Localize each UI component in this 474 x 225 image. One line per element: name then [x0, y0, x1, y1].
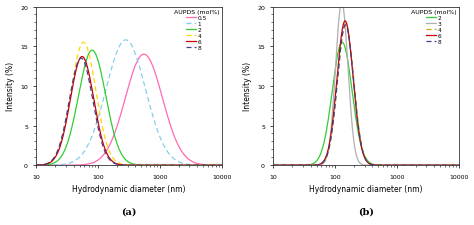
X-axis label: Hydrodynamic diameter (nm): Hydrodynamic diameter (nm)	[73, 184, 186, 193]
X-axis label: Hydrodynamic diameter (nm): Hydrodynamic diameter (nm)	[310, 184, 423, 193]
Legend: 0.5, 1, 2, 4, 6, 8: 0.5, 1, 2, 4, 6, 8	[173, 9, 220, 51]
Text: (a): (a)	[121, 207, 137, 216]
Y-axis label: Intensity (%): Intensity (%)	[243, 62, 252, 111]
Y-axis label: Intensity (%): Intensity (%)	[6, 62, 15, 111]
Legend: 2, 3, 4, 6, 8: 2, 3, 4, 6, 8	[410, 9, 457, 45]
Text: (b): (b)	[358, 207, 374, 216]
